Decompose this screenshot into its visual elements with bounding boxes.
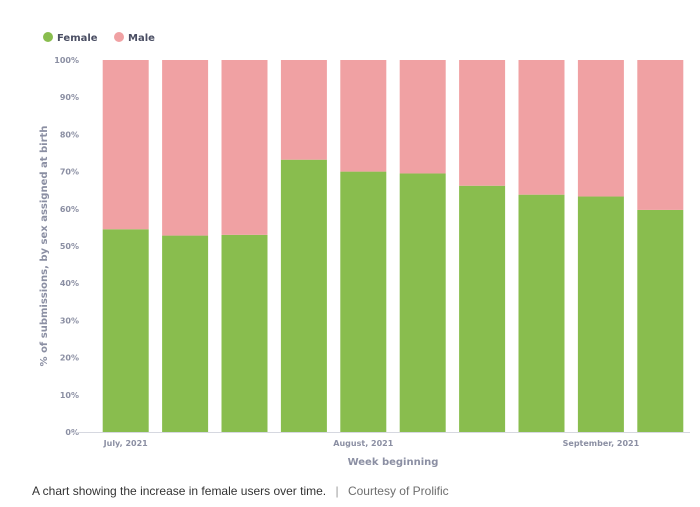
x-tick-label: August, 2021 bbox=[333, 439, 393, 448]
chart: Female Male 0% 10% 20% 30% 40% 50% 60% 70% 80% 90% 1… bbox=[39, 32, 690, 468]
x-tick-label: September, 2021 bbox=[563, 439, 640, 448]
bar-male bbox=[102, 60, 149, 230]
x-tick-label: July, 2021 bbox=[103, 439, 149, 448]
bar-female bbox=[280, 159, 327, 433]
y-tick-label: 60% bbox=[60, 205, 79, 214]
bar-female bbox=[162, 235, 209, 432]
bar-female bbox=[577, 196, 624, 432]
bar-female bbox=[637, 209, 684, 432]
bar-male bbox=[577, 60, 624, 197]
legend-swatch-male bbox=[114, 32, 124, 42]
bar-female bbox=[518, 194, 565, 432]
legend-label-male: Male bbox=[128, 33, 155, 44]
y-tick-label: 80% bbox=[60, 130, 79, 139]
bar-female bbox=[399, 173, 446, 432]
y-tick-label: 70% bbox=[60, 168, 79, 177]
bar-male bbox=[637, 60, 684, 210]
caption-credit: Courtesy of Prolific bbox=[347, 484, 449, 498]
y-tick-label: 90% bbox=[60, 93, 79, 102]
legend-label-female: Female bbox=[57, 33, 98, 44]
legend-swatch-female bbox=[43, 32, 53, 42]
caption-separator: | bbox=[335, 484, 339, 498]
y-tick-label: 40% bbox=[60, 279, 79, 288]
y-tick-label: 50% bbox=[60, 242, 79, 251]
bar-male bbox=[459, 60, 506, 186]
bar-male bbox=[399, 60, 446, 174]
bar-female bbox=[459, 185, 506, 432]
stacked-bar-chart: Female Male0%10%20%30%40%50%60%70%80%90%1… bbox=[39, 32, 690, 468]
bar-female bbox=[102, 229, 149, 432]
y-tick-label: 30% bbox=[60, 316, 79, 325]
bar-male bbox=[162, 60, 209, 236]
bar-male bbox=[280, 60, 327, 160]
caption-text: A chart showing the increase in female u… bbox=[32, 484, 327, 498]
bar-male bbox=[221, 60, 268, 235]
y-tick-label: 20% bbox=[60, 354, 79, 363]
image-caption: A chart showing the increase in female u… bbox=[32, 484, 449, 498]
bar-male bbox=[340, 60, 387, 172]
bar-female bbox=[221, 234, 268, 432]
bar-female bbox=[340, 171, 387, 432]
y-axis-title: % of submissions, by sex assigned at bir… bbox=[39, 126, 50, 367]
y-tick-label: 10% bbox=[60, 391, 79, 400]
y-tick-label: 100% bbox=[54, 56, 79, 65]
bar-male bbox=[518, 60, 565, 195]
x-axis-title: Week beginning bbox=[348, 457, 439, 468]
